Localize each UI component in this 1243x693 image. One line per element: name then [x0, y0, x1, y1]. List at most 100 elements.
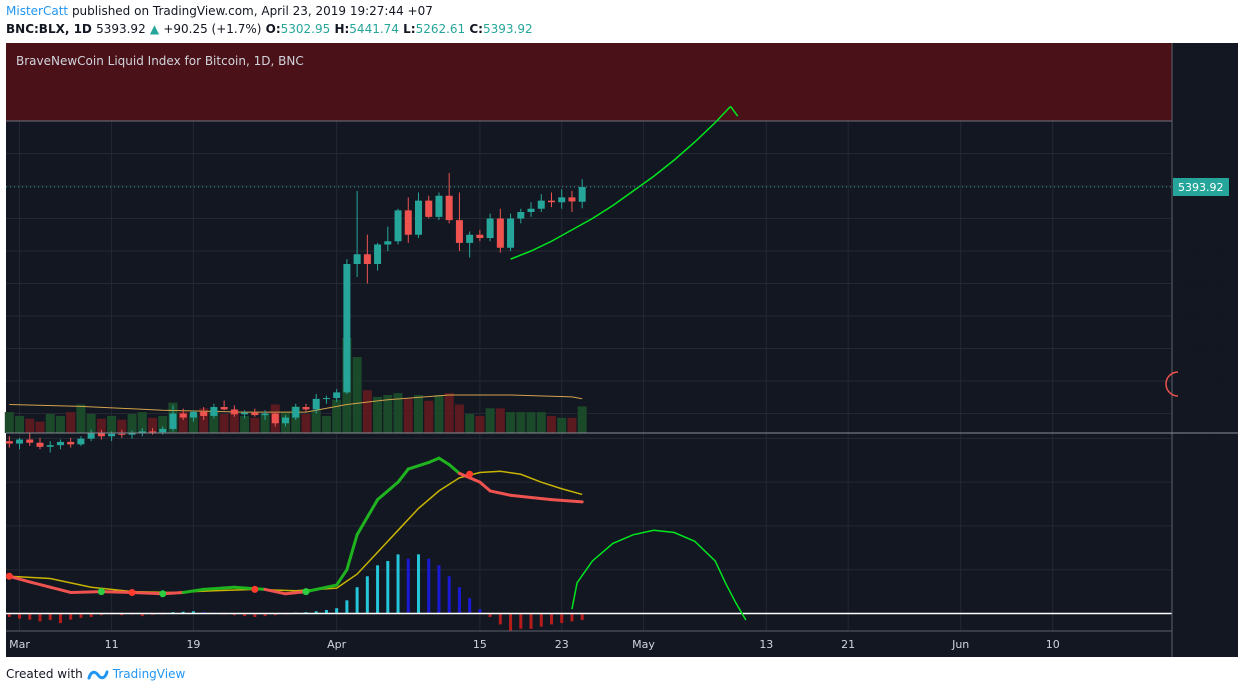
volume-bar [546, 415, 556, 433]
macd-line-segment [509, 493, 533, 499]
crossover-dot [302, 588, 310, 596]
macd-line-segment [488, 489, 513, 497]
candle-body [169, 413, 177, 429]
volume-bar [383, 395, 393, 433]
macd-histogram-bar [468, 598, 472, 614]
macd-histogram-bar [345, 600, 349, 614]
candle-body [159, 428, 167, 433]
price-tick-label: 5000.00 [1180, 245, 1226, 258]
candle-body [179, 413, 187, 418]
volume-bar [66, 412, 76, 433]
low-value: 5262.61 [415, 22, 466, 36]
macd-line-segment [345, 533, 359, 572]
macd-histogram-bar [243, 613, 247, 617]
macd-histogram-bar [69, 613, 73, 620]
volume-bar [373, 396, 383, 433]
time-tick-label: 19 [186, 638, 200, 651]
macd-histogram-bar [335, 608, 339, 614]
crossover-dot [159, 590, 167, 598]
candle-body [527, 208, 535, 212]
candle-body [5, 441, 13, 444]
macd-pane [5, 456, 1172, 631]
macd-line-segment [48, 585, 73, 594]
macd-line-segment [7, 574, 32, 584]
price-tick-label: 4000.00 [1180, 408, 1226, 421]
macd-histogram-bar [509, 613, 513, 631]
volume-bar [117, 419, 127, 433]
macd-histogram-bar [89, 613, 93, 617]
time-tick-label: 11 [105, 638, 119, 651]
macd-line-segment [202, 585, 236, 591]
candle-body [138, 431, 146, 433]
macd-histogram-bar [437, 565, 441, 614]
macd-histogram-bar [539, 613, 543, 627]
candle-body [353, 254, 361, 264]
candle-body [26, 439, 34, 443]
price-tick-label: 4800.00 [1180, 278, 1226, 291]
price-tick-label: 4200.00 [1180, 375, 1226, 388]
candle-body [36, 442, 44, 447]
macd-line-segment [365, 498, 380, 519]
macd-histogram-bar [38, 613, 42, 622]
macd-axis[interactable]: 0.00 100.00 200.00 300.00 400.00 [1180, 432, 1219, 620]
candle-body [292, 407, 300, 418]
volume-bar [321, 415, 331, 433]
volume-bar [516, 412, 526, 433]
candle-body [343, 264, 351, 393]
price-tick-label: 6215.65 [1180, 47, 1226, 60]
chart-background [6, 43, 1238, 657]
volume-bar [444, 393, 454, 433]
price-tick-label: 4400.00 [1180, 343, 1226, 356]
macd-histogram-bar [355, 587, 359, 614]
candle-body [312, 398, 320, 410]
candle-body [547, 200, 555, 203]
macd-line-segment [396, 467, 410, 484]
open-label: O: [265, 22, 281, 36]
volume-bar [107, 415, 117, 433]
symbol-label: BNC:BLX, 1D [6, 22, 92, 36]
macd-histogram-bar [58, 613, 62, 624]
volume-ma-line [9, 394, 583, 413]
volume-bar [209, 410, 219, 433]
candle-body [517, 212, 525, 219]
candle-body [67, 441, 75, 445]
macd-tick-label: 100.00 [1180, 564, 1219, 577]
price-tick-label: 6000.00 [1180, 83, 1226, 96]
volume-bar [352, 357, 362, 433]
tradingview-logo-icon [87, 670, 109, 680]
candle-body [374, 244, 382, 264]
volume-bar [567, 417, 577, 433]
tradingview-brand-link[interactable]: TradingView [112, 667, 186, 681]
price-tick-label: 5200.00 [1180, 213, 1226, 226]
volume-bar [454, 404, 464, 433]
time-axis[interactable]: Mar 11 19 Apr 15 23 May 13 21 Jun 10 [9, 638, 1060, 651]
macd-histogram-bar [191, 611, 195, 614]
volume-bar [557, 417, 567, 433]
macd-histogram-bar [140, 613, 144, 617]
price-axis[interactable]: 4000.00 4200.00 4400.00 4600.00 4800.00 5000.… [1180, 47, 1226, 420]
candle-body [189, 411, 197, 418]
time-tick-label: 13 [759, 638, 773, 651]
user-drawings [510, 105, 747, 621]
candle-body [220, 407, 228, 410]
macd-histogram-bar [498, 613, 502, 625]
resistance-zone [6, 43, 1172, 121]
volume-bar [25, 418, 35, 433]
candle-body [56, 441, 64, 446]
macd-histogram-bar [457, 587, 461, 614]
macd-histogram-bar [549, 613, 553, 625]
price-tick-label: 4600.00 [1180, 310, 1226, 323]
volume-bar [96, 418, 106, 433]
macd-line-segment [549, 498, 584, 504]
chart-title: BraveNewCoin Liquid Index for Bitcoin, 1… [16, 54, 304, 68]
macd-histogram-bar [396, 554, 400, 614]
macd-histogram-bar [570, 613, 574, 622]
candle-body [537, 200, 545, 209]
author-link[interactable]: MisterCatt [6, 4, 69, 18]
macd-line-segment [335, 568, 349, 587]
candle-body [251, 412, 259, 416]
candle-body [108, 433, 116, 437]
candle-body [322, 398, 330, 400]
macd-line-segment [529, 495, 553, 502]
